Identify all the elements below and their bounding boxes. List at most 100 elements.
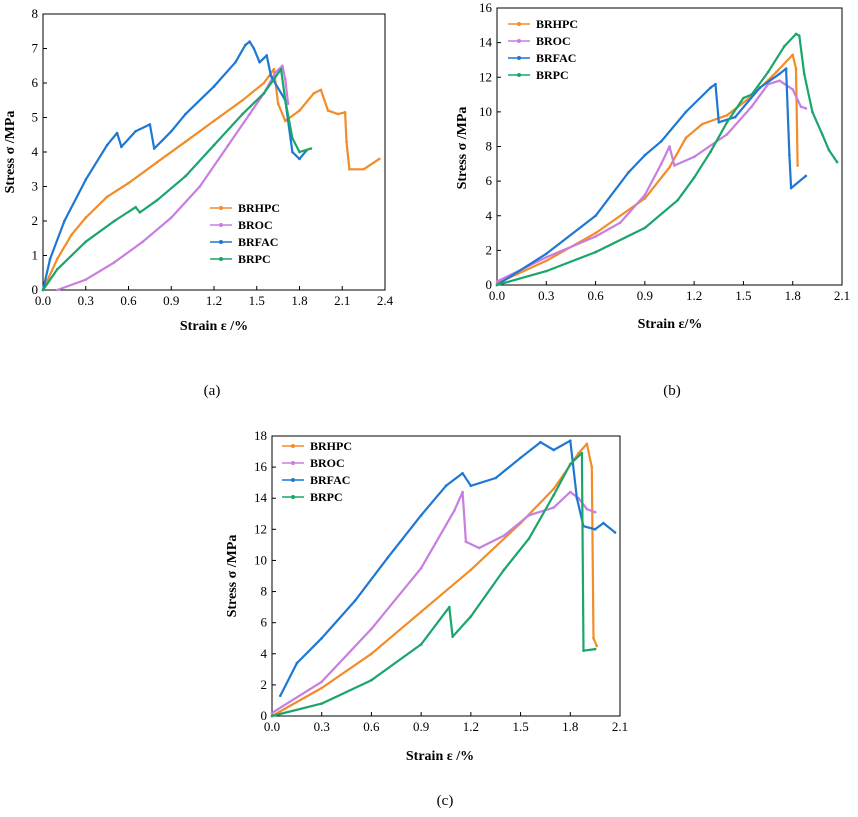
x-tick-label: 1.5 xyxy=(512,719,528,734)
data-point-brpc xyxy=(802,72,806,76)
data-point-broc xyxy=(593,510,597,514)
y-tick-label: 8 xyxy=(32,6,39,21)
data-point-brfac xyxy=(115,131,119,135)
data-point-brpc xyxy=(692,176,696,179)
y-tick-label: 14 xyxy=(479,35,493,50)
data-point-broc xyxy=(659,162,663,166)
data-point-brpc xyxy=(320,702,324,705)
legend-marker xyxy=(219,223,223,227)
x-axis-label: Strain ε /% xyxy=(406,749,474,764)
data-point-brfac xyxy=(544,252,548,256)
data-point-broc xyxy=(778,79,781,83)
legend-marker xyxy=(517,22,521,26)
data-point-brhpc xyxy=(105,195,109,199)
data-point-brhpc xyxy=(212,119,216,123)
x-tick-label: 0.3 xyxy=(538,288,554,303)
data-point-brfac xyxy=(444,484,448,488)
data-point-broc xyxy=(248,112,251,116)
legend: BRHPC BROC BRFAC BRPC xyxy=(210,201,280,266)
panel-label: (c) xyxy=(437,793,454,809)
series-line-brpc xyxy=(42,68,312,291)
data-point-broc xyxy=(112,261,116,264)
legend-label: BRHPC xyxy=(238,201,280,215)
data-point-broc xyxy=(452,509,456,512)
y-tick-label: 0 xyxy=(261,708,268,723)
data-point-brpc xyxy=(155,199,159,202)
legend: BRHPC BROC BRFAC BRPC xyxy=(508,17,578,82)
legend-marker xyxy=(219,257,223,261)
axis-ticks: 0.0 0.3 0.6 0.9 1.2 1.5 1.8 2.1 0 2 4 6 8 10 12 14 16 xyxy=(479,0,850,303)
data-point-brpc xyxy=(676,198,680,202)
y-tick-label: 7 xyxy=(32,41,39,56)
data-point-brhpc xyxy=(595,644,599,648)
data-point-brhpc xyxy=(794,67,798,70)
data-point-brpc xyxy=(750,93,753,96)
data-point-brfac xyxy=(469,484,473,488)
data-point-broc xyxy=(643,193,647,197)
legend-marker xyxy=(517,73,521,77)
x-tick-label: 2.4 xyxy=(377,293,394,308)
legend-label: BRPC xyxy=(536,68,569,82)
data-point-brfac xyxy=(804,174,808,178)
data-point-broc xyxy=(552,506,556,509)
data-point-broc xyxy=(273,71,277,74)
data-point-brfac xyxy=(184,112,187,116)
series-line-broc xyxy=(496,79,807,283)
data-point-brpc xyxy=(820,133,824,136)
data-point-brfac xyxy=(684,110,688,114)
data-point-brpc xyxy=(270,714,274,718)
data-point-broc xyxy=(594,235,597,238)
data-point-brfac xyxy=(789,186,793,190)
data-point-brfac xyxy=(784,67,788,70)
data-point-brhpc xyxy=(272,67,276,71)
y-tick-label: 6 xyxy=(32,75,39,90)
data-point-brfac xyxy=(758,86,762,89)
data-point-brhpc xyxy=(791,53,795,57)
data-point-brpc xyxy=(41,288,45,292)
legend-label: BROC xyxy=(238,218,273,232)
data-point-brfac xyxy=(613,531,617,534)
data-point-brfac xyxy=(320,636,324,640)
data-point-broc xyxy=(495,280,499,283)
x-tick-label: 1.2 xyxy=(206,293,222,308)
x-tick-label: 0.3 xyxy=(314,719,330,734)
data-point-broc xyxy=(283,78,287,81)
data-point-brhpc xyxy=(774,70,778,74)
data-point-broc xyxy=(55,288,59,292)
data-point-brfac xyxy=(298,157,301,161)
data-point-brhpc xyxy=(469,568,473,572)
data-point-brpc xyxy=(783,44,786,48)
data-point-brfac xyxy=(519,456,522,460)
data-point-brpc xyxy=(827,148,831,152)
legend-label: BRPC xyxy=(238,252,271,266)
data-point-brpc xyxy=(593,647,597,651)
data-point-brpc xyxy=(582,649,585,652)
series-lines xyxy=(41,40,381,292)
data-point-brhpc xyxy=(378,157,381,161)
x-tick-label: 0.0 xyxy=(264,719,280,734)
data-point-brpc xyxy=(580,451,584,455)
data-point-brfac xyxy=(539,440,542,444)
data-point-brpc xyxy=(184,174,187,178)
data-point-brpc xyxy=(448,605,451,609)
data-point-brfac xyxy=(594,214,597,218)
y-tick-label: 8 xyxy=(261,584,268,599)
y-tick-label: 2 xyxy=(32,213,39,228)
y-tick-label: 4 xyxy=(261,646,268,661)
data-point-broc xyxy=(799,105,803,108)
data-point-broc xyxy=(281,64,284,68)
data-point-brpc xyxy=(212,143,216,147)
panel-c: 0.0 0.3 0.6 0.9 1.2 1.5 1.8 2.1024681012141618 … xyxy=(225,428,628,809)
data-point-broc xyxy=(419,566,423,570)
series-line-brfac xyxy=(496,67,807,286)
data-point-brfac xyxy=(269,74,273,78)
data-point-brfac xyxy=(120,145,123,149)
data-point-brfac xyxy=(717,120,721,124)
x-tick-label: 1.8 xyxy=(291,293,307,308)
y-tick-label: 6 xyxy=(486,173,493,188)
data-point-brhpc xyxy=(544,259,548,263)
data-point-brfac xyxy=(134,130,137,133)
y-tick-label: 4 xyxy=(32,144,39,159)
y-tick-label: 4 xyxy=(486,208,493,223)
data-point-brhpc xyxy=(362,167,365,171)
